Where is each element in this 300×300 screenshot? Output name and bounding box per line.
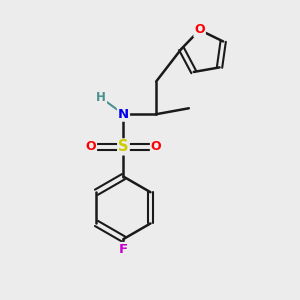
Text: H: H — [96, 92, 106, 104]
Text: S: S — [118, 140, 129, 154]
Text: O: O — [151, 140, 161, 153]
Text: F: F — [119, 243, 128, 256]
Text: O: O — [194, 23, 205, 37]
Text: N: N — [118, 108, 129, 121]
Text: O: O — [85, 140, 96, 153]
